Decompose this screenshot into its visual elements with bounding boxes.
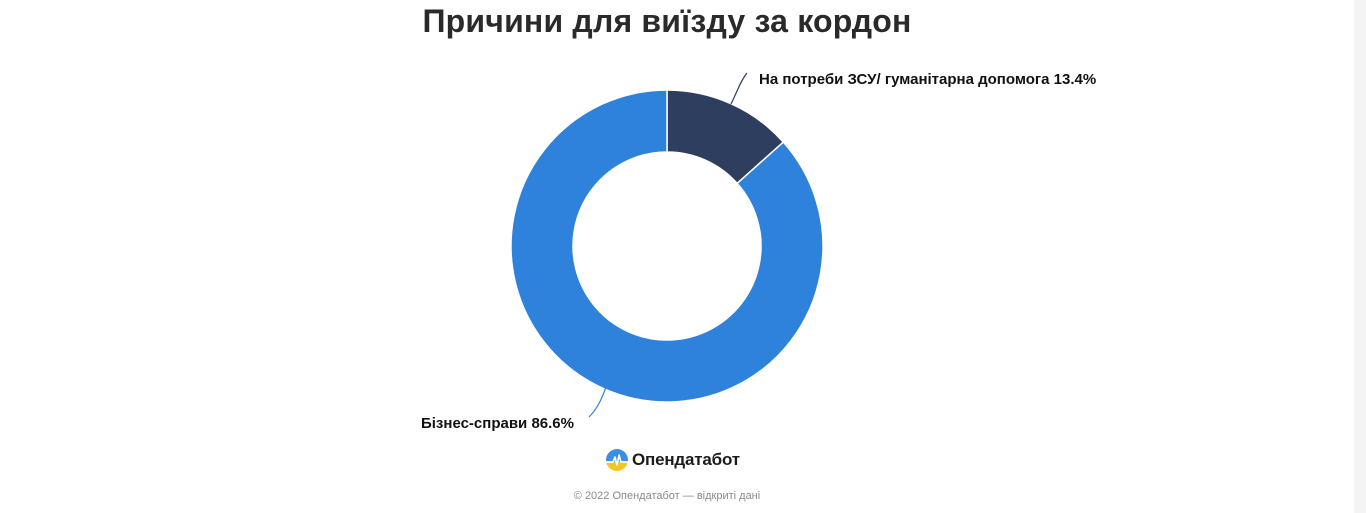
- leader-line-0: [730, 72, 748, 105]
- slice-label-name-1: Бізнес-справи: [421, 415, 531, 432]
- slice-label-1: Бізнес-справи 86.6%: [421, 415, 574, 432]
- brand-logo: Опендатабот: [606, 447, 740, 473]
- slice-label-name-0: На потреби ЗСУ/ гуманітарна допомога: [759, 71, 1054, 88]
- donut-slice-1: [510, 89, 824, 403]
- donut-slices: [510, 89, 824, 403]
- brand-name: Опендатабот: [632, 450, 740, 469]
- slice-labels: На потреби ЗСУ/ гуманітарна допомога 13.…: [421, 71, 1096, 432]
- opendatabot-logo-icon: [606, 449, 628, 471]
- footer-copyright: © 2022 Опендатабот — відкриті дані: [573, 490, 761, 502]
- slice-label-0: На потреби ЗСУ/ гуманітарна допомога 13.…: [759, 71, 1096, 88]
- chart-title: Причини для виїзду за кордон: [422, 3, 912, 39]
- leader-line-1: [588, 386, 607, 418]
- slice-label-value-1: 86.6%: [531, 415, 574, 432]
- slice-label-value-0: 13.4%: [1054, 71, 1097, 88]
- leader-lines: [588, 72, 748, 418]
- page-edge: [1354, 0, 1366, 513]
